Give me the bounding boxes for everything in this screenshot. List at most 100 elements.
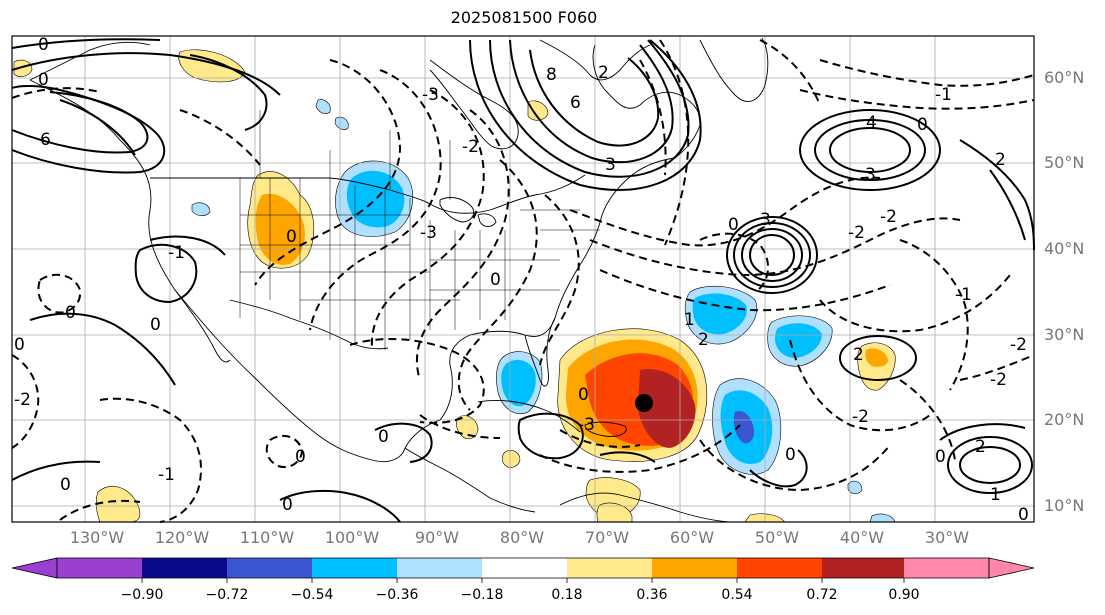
contour-label: 0 xyxy=(282,495,293,515)
contour-label: 0 xyxy=(378,427,389,447)
contour-label: -2 xyxy=(880,207,897,227)
contour-label: 2 xyxy=(853,345,864,365)
contour-label: -3 xyxy=(578,415,595,435)
warm-anomaly-west-inner xyxy=(255,193,305,265)
coast-us-east xyxy=(554,157,676,319)
colorbar-tick-label: −0.36 xyxy=(375,587,419,603)
cold-anomaly-atlantic-east-inner xyxy=(775,323,822,358)
map-title: 2025081500 F060 xyxy=(450,8,598,27)
contour-label: 0 xyxy=(578,385,589,405)
coast-north-america-west xyxy=(29,79,406,463)
contour-label: -1 xyxy=(168,243,185,263)
lat-label: 60°N xyxy=(1044,68,1085,87)
contour-label: 2 xyxy=(975,437,986,457)
storm-center-marker xyxy=(635,394,653,412)
border-us-mexico xyxy=(229,299,389,350)
warm-anomaly-alaska xyxy=(178,49,246,83)
colorbar-tick-label: 0.18 xyxy=(551,587,583,603)
colorbar xyxy=(11,557,1035,583)
contour-label: -2 xyxy=(14,390,31,410)
contour-label: 0 xyxy=(917,115,928,135)
colorbar-bin xyxy=(822,558,904,578)
colorbar-outline xyxy=(56,557,990,579)
lat-label: 10°N xyxy=(1044,496,1085,515)
contour-label: 2 xyxy=(598,63,609,83)
cold-anomaly-small-5 xyxy=(334,116,349,130)
coast-alaska xyxy=(29,41,151,81)
lon-label: 110°W xyxy=(239,528,295,547)
lat-label: 30°N xyxy=(1044,325,1085,344)
cold-anomaly-small-2 xyxy=(191,202,211,216)
contour-label: 0 xyxy=(728,215,739,235)
lon-label: 130°W xyxy=(69,528,125,547)
colorbar-bin xyxy=(227,558,312,578)
colorbar-extend-high xyxy=(988,557,1035,579)
lon-label: 120°W xyxy=(154,528,210,547)
contour-label: 0 xyxy=(60,475,71,495)
contour-label: 0 xyxy=(785,445,796,465)
contour-label: -2 xyxy=(462,137,479,157)
lon-label: 80°W xyxy=(499,528,545,547)
state-borders xyxy=(239,110,600,350)
colorbar-tick-label: 0.36 xyxy=(636,587,668,603)
map-area: 0 0 6 -1 0 0 0 -3 -2 -3 0 8 6 3 2 3 0 3 … xyxy=(11,35,1035,525)
border-us-canada xyxy=(150,174,586,214)
colorbar-bin xyxy=(397,558,482,578)
great-lakes xyxy=(439,197,497,227)
lat-label: 40°N xyxy=(1044,239,1085,258)
contour-label: -1 xyxy=(955,285,972,305)
colorbar-tick-label: −0.90 xyxy=(120,587,164,603)
contour-label: 6 xyxy=(570,93,581,113)
contour-label: -2 xyxy=(848,223,865,243)
coast-greenland xyxy=(699,37,769,102)
contour-label: 0 xyxy=(150,315,161,335)
contour-label: -2 xyxy=(1010,335,1027,355)
contour-label: 3 xyxy=(605,155,616,175)
contour-label: -3 xyxy=(420,223,437,243)
contour-labels: 0 0 6 -1 0 0 0 -3 -2 -3 0 8 6 3 2 3 0 3 … xyxy=(14,35,1029,525)
contour-label: 0 xyxy=(38,70,49,90)
warm-anomaly-small-3 xyxy=(501,450,521,468)
coast-gulf-mexico xyxy=(404,317,556,449)
warm-anomaly-nw xyxy=(13,59,33,77)
colorbar-extend-low xyxy=(11,557,58,579)
contour-label: 3 xyxy=(760,210,771,230)
contour-label: -2 xyxy=(852,407,869,427)
contour-label: -1 xyxy=(158,465,175,485)
colorbar-tick-label: 0.72 xyxy=(806,587,838,603)
lon-label: 70°W xyxy=(584,528,630,547)
coast-florida xyxy=(524,317,556,387)
colorbar-bin xyxy=(737,558,822,578)
gridlines xyxy=(12,36,1034,522)
colorbar-bin xyxy=(57,558,142,578)
lon-label: 50°W xyxy=(754,528,800,547)
coast-cuba xyxy=(477,400,581,433)
contour-label: 0 xyxy=(38,35,49,55)
contour-label: 4 xyxy=(866,113,877,133)
warm-anomaly-labrador xyxy=(527,100,549,121)
colorbar-tick-label: −0.72 xyxy=(205,587,249,603)
colorbar-bin xyxy=(482,558,567,578)
colorbar-tick-label: −0.54 xyxy=(290,587,334,603)
warm-anomaly-eastatl-inner xyxy=(865,348,888,367)
contour-label: 0 xyxy=(295,447,306,467)
contour-label: 8 xyxy=(546,65,557,85)
lat-label: 20°N xyxy=(1044,410,1085,429)
colorbar-bin xyxy=(312,558,397,578)
contour-label: 0 xyxy=(1018,505,1029,525)
colorbar-bin xyxy=(904,558,989,578)
contour-label: 0 xyxy=(490,270,501,290)
contour-label: 0 xyxy=(65,303,76,323)
coast-baja xyxy=(174,289,231,363)
coast-canada-east xyxy=(592,44,701,159)
lon-label: 30°W xyxy=(924,528,970,547)
cold-anomaly-small-1 xyxy=(315,99,331,114)
cold-anomaly-south-core xyxy=(733,411,755,444)
contour-label: 3 xyxy=(865,165,876,185)
contour-label: 0 xyxy=(14,335,25,355)
contour-label: 0 xyxy=(286,227,297,247)
coast-labrador xyxy=(539,39,651,81)
contour-label: 0 xyxy=(935,447,946,467)
contour-label: -3 xyxy=(422,85,439,105)
